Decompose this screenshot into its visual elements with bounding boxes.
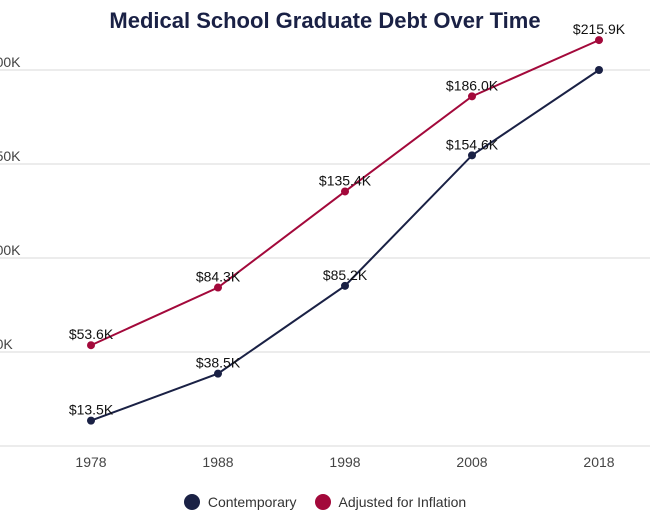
- x-tick-label: 1998: [329, 454, 360, 470]
- data-label: $38.5K: [196, 355, 241, 371]
- data-label: $154.6K: [446, 136, 499, 152]
- data-label: $53.6K: [69, 326, 114, 342]
- data-point[interactable]: [468, 151, 476, 160]
- legend: Contemporary Adjusted for Inflation: [0, 494, 650, 510]
- legend-item-contemporary[interactable]: Contemporary: [183, 494, 297, 510]
- y-tick-label: $150K: [0, 148, 21, 164]
- data-point[interactable]: [468, 92, 476, 101]
- x-tick-label: 2008: [456, 454, 487, 470]
- data-point[interactable]: [341, 281, 349, 290]
- data-point[interactable]: [341, 187, 349, 196]
- data-point[interactable]: [87, 341, 95, 350]
- legend-label-adjusted: Adjusted for Inflation: [338, 494, 467, 510]
- data-point[interactable]: [214, 369, 222, 378]
- grid-lines: [0, 69, 650, 447]
- x-tick-label: 2018: [583, 454, 614, 470]
- data-point[interactable]: [595, 66, 603, 74]
- legend-swatch-adjusted: [314, 494, 331, 510]
- data-labels: $13.5K $38.5K $85.2K $154.6K $53.6K $84.3K $13…: [69, 21, 626, 418]
- legend-label-contemporary: Contemporary: [207, 494, 297, 510]
- data-point[interactable]: [595, 36, 603, 45]
- y-axis-tick-labels: $200K $150K $100K $50K: [0, 54, 21, 352]
- data-label: $13.5K: [69, 402, 114, 418]
- data-point[interactable]: [214, 283, 222, 292]
- legend-item-adjusted[interactable]: Adjusted for Inflation: [314, 494, 467, 510]
- chart-title: Medical School Graduate Debt Over Time: [109, 8, 541, 33]
- x-axis-tick-labels: 1978 1988 1998 2008 2018: [75, 454, 614, 470]
- x-tick-label: 1988: [202, 454, 233, 470]
- legend-swatch-contemporary: [183, 494, 200, 510]
- data-label: $215.9K: [573, 21, 626, 37]
- data-label: $85.2K: [323, 267, 368, 283]
- x-tick-label: 1978: [75, 454, 106, 470]
- data-point[interactable]: [87, 416, 95, 425]
- series-line-contemporary: [90, 69, 600, 422]
- y-tick-label: $100K: [0, 242, 21, 258]
- series-layer: [87, 36, 603, 425]
- data-label: $186.0K: [446, 77, 499, 93]
- y-tick-label: $200K: [0, 54, 21, 70]
- y-tick-label: $50K: [0, 336, 13, 352]
- data-label: $135.4K: [319, 172, 372, 188]
- data-label: $84.3K: [196, 269, 241, 285]
